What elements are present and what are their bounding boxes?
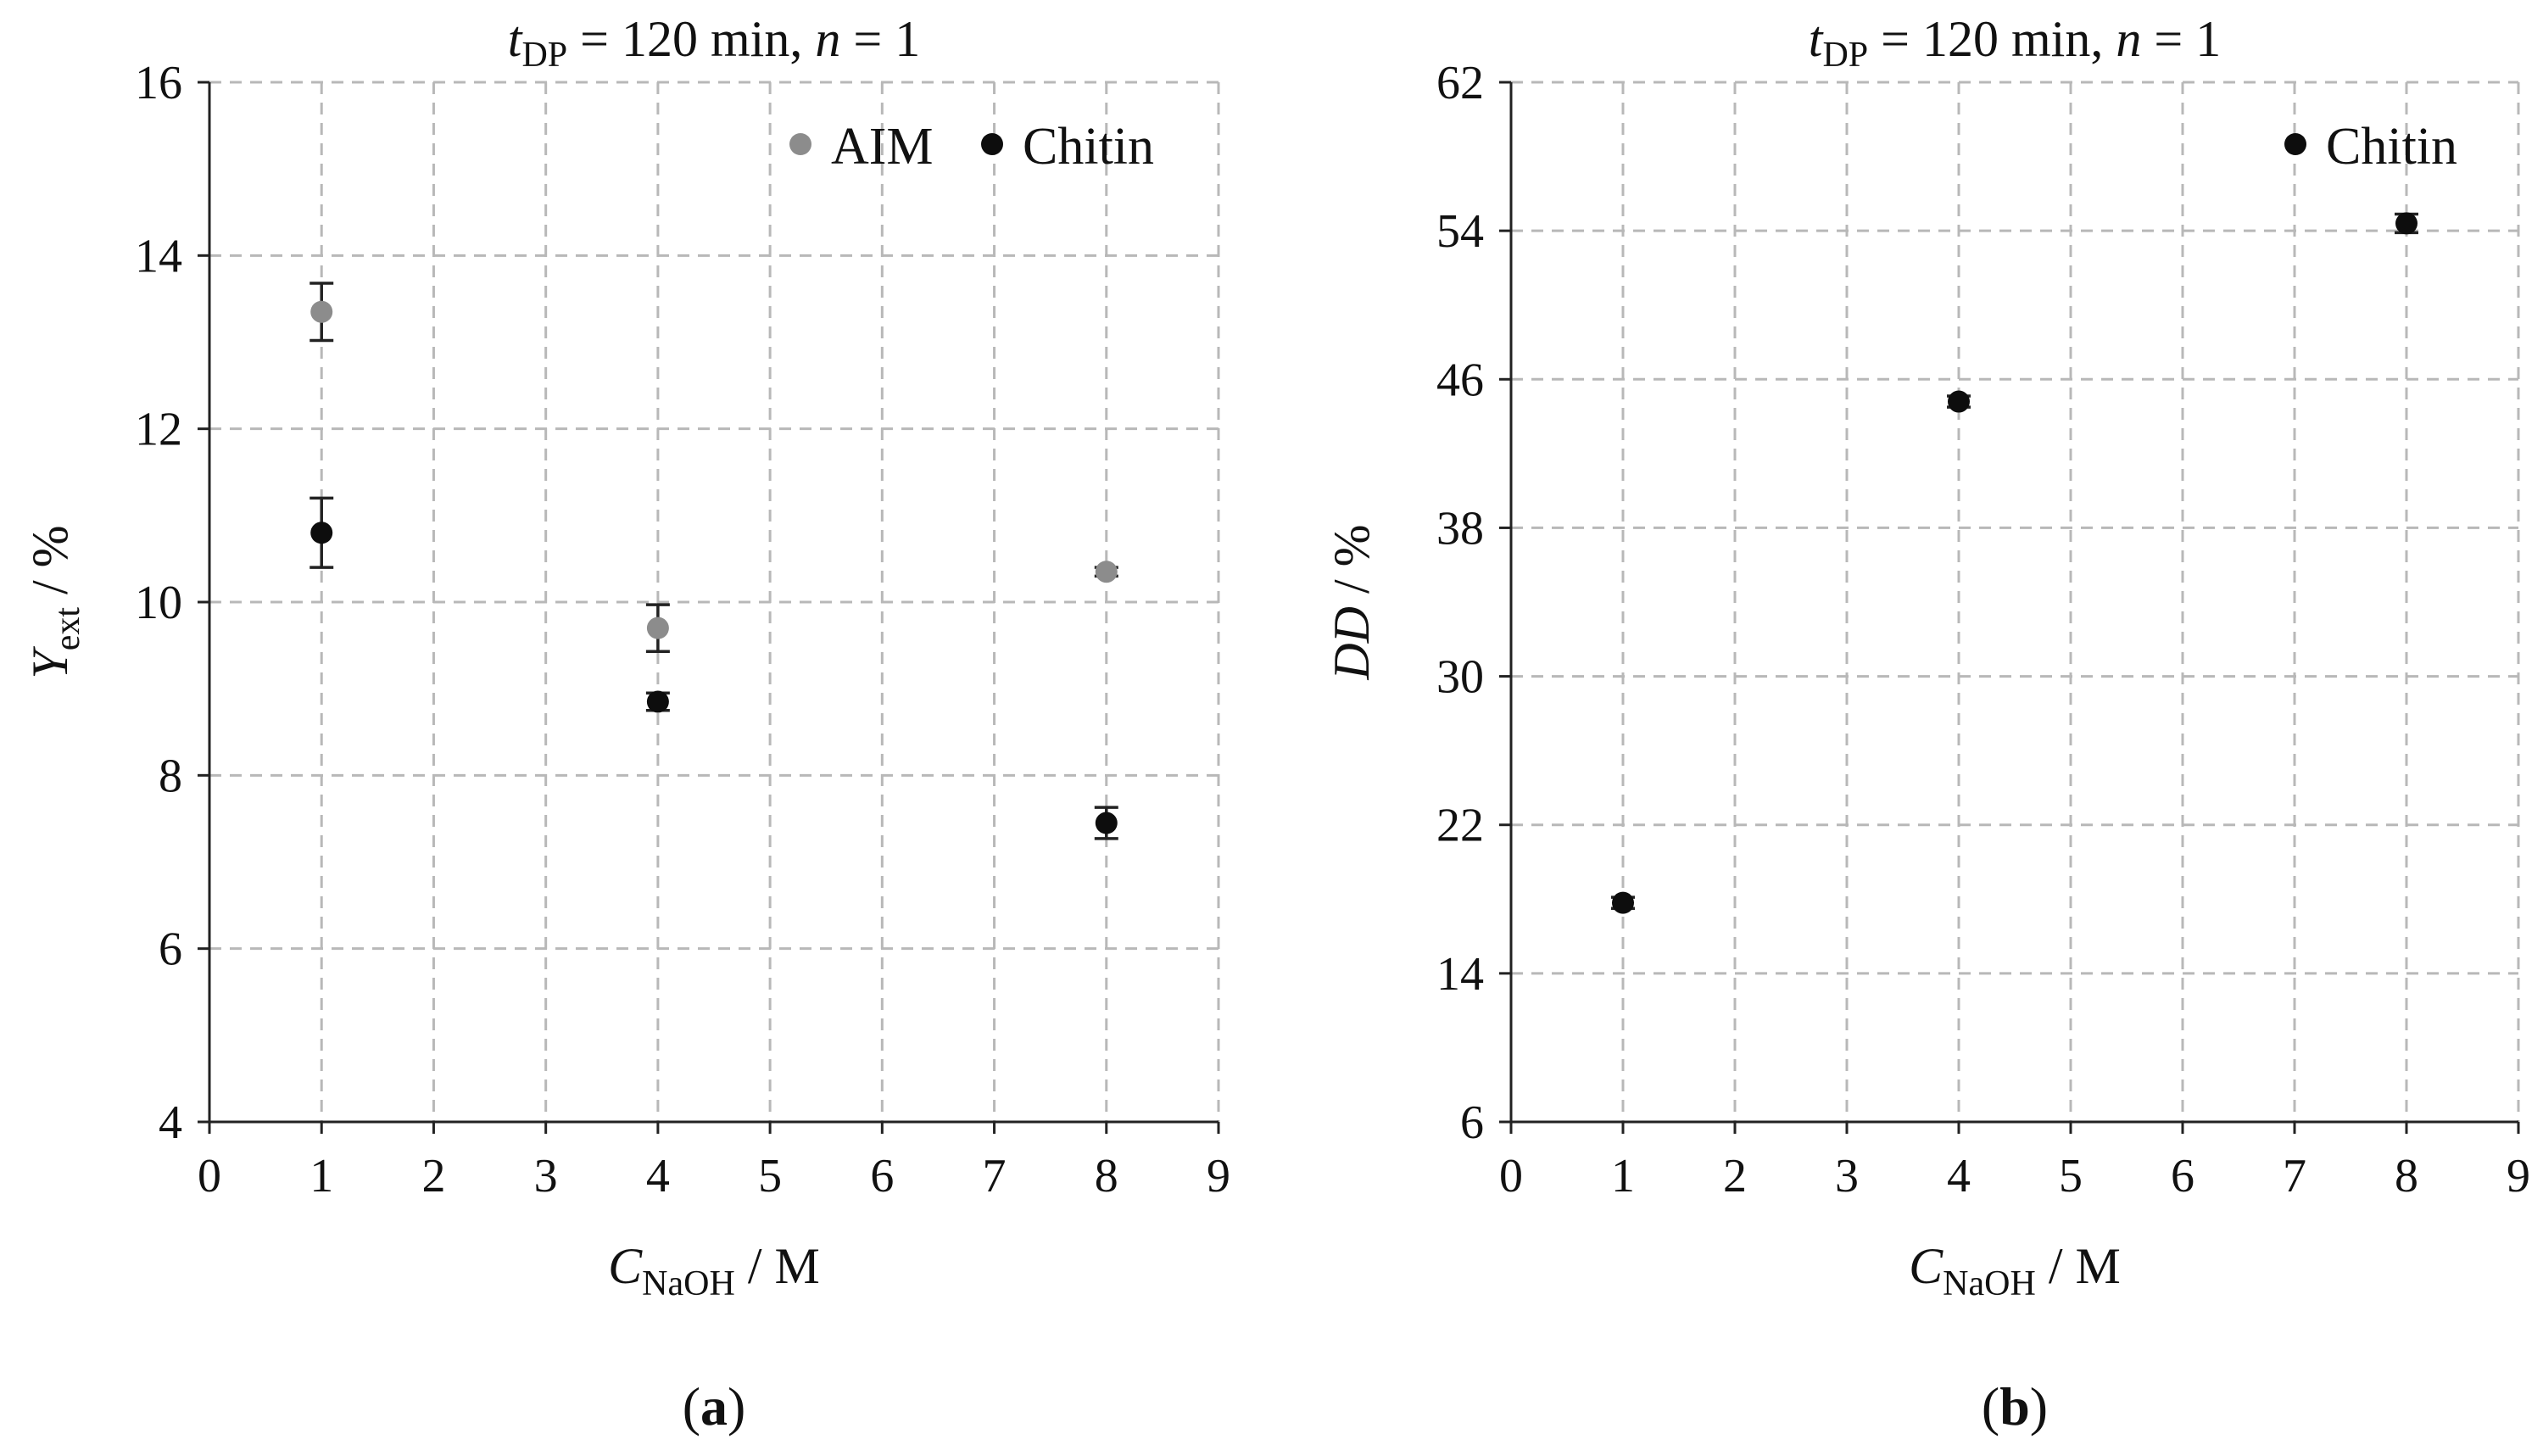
data-point-aim bbox=[646, 616, 669, 639]
title-var2: n bbox=[815, 11, 840, 67]
legend-label-aim: AIM bbox=[831, 118, 934, 176]
panel-letter: b bbox=[1999, 1376, 2030, 1436]
y-tick-label: 4 bbox=[159, 1096, 182, 1149]
x-axis-label: CNaOH / M bbox=[1909, 1238, 2121, 1303]
title-var2: n bbox=[2116, 11, 2141, 67]
x-tick-label: 8 bbox=[2395, 1150, 2418, 1202]
x-tick-label: 1 bbox=[1611, 1150, 1635, 1202]
y-tick-label: 54 bbox=[1436, 205, 1484, 258]
data-point-chitin bbox=[1948, 390, 1970, 413]
y-axis-label-var: Y bbox=[22, 646, 78, 679]
y-tick-label: 10 bbox=[135, 577, 182, 629]
x-tick-label: 4 bbox=[1947, 1150, 1971, 1202]
y-axis-label-unit: / % bbox=[22, 525, 78, 607]
series-chitin bbox=[310, 496, 1118, 840]
y-axis-label-unit: / % bbox=[1324, 524, 1380, 606]
y-tick-label: 8 bbox=[159, 750, 182, 802]
y-tick-label: 6 bbox=[1460, 1096, 1484, 1149]
chart-panel-b: 0 1 2 3 4 5 6 7 8 9 6 14 22 30 38 46 54 62 tDP = 120 min, … bbox=[1324, 11, 2530, 1436]
title-subscript: DP bbox=[521, 36, 567, 75]
x-axis-label-var: C bbox=[608, 1238, 643, 1294]
y-tick-label: 22 bbox=[1436, 800, 1484, 852]
y-tick-label: 38 bbox=[1436, 502, 1484, 555]
legend-marker-aim bbox=[789, 133, 811, 155]
y-tick-label: 14 bbox=[135, 230, 182, 282]
x-tick-label: 0 bbox=[198, 1150, 221, 1202]
x-axis-label-sub: NaOH bbox=[1943, 1264, 2036, 1303]
title-var: t bbox=[1809, 11, 1824, 67]
x-axis-label-unit: / M bbox=[2036, 1238, 2121, 1294]
x-tick-label: 4 bbox=[646, 1150, 670, 1202]
x-tick-label: 2 bbox=[1723, 1150, 1747, 1202]
panel-paren-close: ) bbox=[728, 1376, 745, 1436]
y-axis-label: DD / % bbox=[1324, 524, 1380, 680]
title-text-part: = 120 min, bbox=[1868, 11, 2116, 67]
legend-marker-chitin bbox=[981, 133, 1003, 155]
x-tick-label: 9 bbox=[1207, 1150, 1230, 1202]
x-axis-label-unit: / M bbox=[735, 1238, 820, 1294]
x-axis-label-var: C bbox=[1909, 1238, 1943, 1294]
title-var: t bbox=[508, 11, 523, 67]
chart-title: tDP = 120 min, n = 1 bbox=[1809, 11, 2221, 75]
legend-label-chitin: Chitin bbox=[2326, 118, 2457, 176]
y-tick-label: 30 bbox=[1436, 651, 1484, 704]
x-tick-label: 2 bbox=[421, 1150, 445, 1202]
panel-letter: a bbox=[700, 1376, 728, 1436]
title-text-part: = 120 min, bbox=[567, 11, 815, 67]
data-point-aim bbox=[310, 300, 333, 323]
x-tick-label: 6 bbox=[2171, 1150, 2194, 1202]
legend-label-chitin: Chitin bbox=[1023, 118, 1154, 176]
panel-paren-open: ( bbox=[683, 1376, 700, 1436]
data-point-chitin bbox=[646, 690, 669, 713]
x-tick-label: 7 bbox=[2283, 1150, 2306, 1202]
y-tick-label: 62 bbox=[1436, 57, 1484, 109]
series-aim bbox=[310, 282, 1118, 653]
x-tick-label: 5 bbox=[2059, 1150, 2083, 1202]
x-tick-label: 9 bbox=[2507, 1150, 2530, 1202]
y-tick-label: 6 bbox=[159, 923, 182, 976]
data-point-aim bbox=[1095, 561, 1118, 583]
title-text-part2: = 1 bbox=[2141, 11, 2221, 67]
y-tick-label: 12 bbox=[135, 404, 182, 456]
panel-label: (b) bbox=[1982, 1376, 2048, 1436]
y-tick-label: 14 bbox=[1436, 948, 1484, 1001]
x-tick-label: 8 bbox=[1095, 1150, 1118, 1202]
x-tick-label: 0 bbox=[1499, 1150, 1523, 1202]
x-tick-label: 3 bbox=[1835, 1150, 1859, 1202]
data-point-chitin bbox=[1095, 812, 1118, 834]
panel-paren-open: ( bbox=[1982, 1376, 1999, 1436]
y-axis-label: Yext / % bbox=[22, 525, 87, 678]
y-axis-label-var: DD bbox=[1324, 606, 1380, 681]
title-text-part2: = 1 bbox=[840, 11, 920, 67]
x-tick-label: 6 bbox=[870, 1150, 894, 1202]
series-chitin bbox=[1611, 212, 2418, 914]
x-tick-label: 5 bbox=[758, 1150, 782, 1202]
data-point-chitin bbox=[1612, 891, 1634, 914]
legend-marker-chitin bbox=[2284, 133, 2306, 155]
title-subscript: DP bbox=[1822, 36, 1868, 75]
panel-paren-close: ) bbox=[2030, 1376, 2048, 1436]
x-tick-label: 1 bbox=[310, 1150, 333, 1202]
y-axis-label-sub: ext bbox=[48, 607, 87, 651]
data-point-chitin bbox=[2395, 212, 2418, 235]
chart-title: tDP = 120 min, n = 1 bbox=[508, 11, 920, 75]
y-tick-label: 16 bbox=[135, 57, 182, 109]
panel-label: (a) bbox=[683, 1376, 746, 1436]
x-tick-label: 7 bbox=[983, 1150, 1007, 1202]
x-tick-label: 3 bbox=[534, 1150, 558, 1202]
y-tick-label: 46 bbox=[1436, 354, 1484, 406]
data-point-chitin bbox=[310, 522, 333, 544]
x-axis-label-sub: NaOH bbox=[642, 1264, 735, 1303]
x-axis-label: CNaOH / M bbox=[608, 1238, 820, 1303]
